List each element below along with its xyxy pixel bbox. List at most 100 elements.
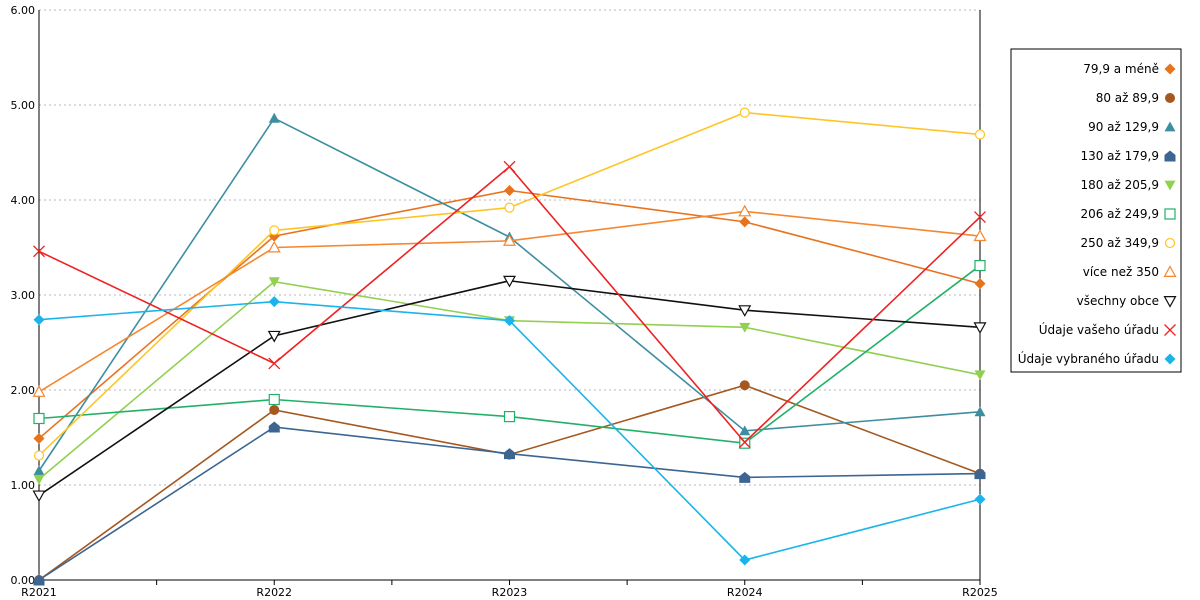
legend: 79,9 a méně 80 až 89,9 90 až 129,9 130 až 1…	[1010, 48, 1182, 373]
data-point	[268, 277, 280, 288]
y-tick-label: 2.00	[11, 384, 36, 397]
legend-item: Údaje vašeho úřadu	[1039, 322, 1176, 337]
y-tick-label: 4.00	[11, 194, 36, 207]
legend-item: 180 až 205,9	[1080, 178, 1176, 192]
data-point	[738, 204, 752, 217]
legend-marker	[1163, 265, 1177, 277]
data-point	[267, 240, 281, 253]
legend-label: všechny obce	[1077, 294, 1159, 308]
legend-label: 180 až 205,9	[1080, 178, 1159, 192]
data-point	[504, 315, 515, 327]
data-point	[32, 385, 46, 397]
legend-item: 206 až 249,9	[1080, 207, 1176, 221]
data-point	[33, 432, 45, 444]
y-axis-ticks: 0.00 1.00 2.00 3.00 4.00 5.00 6.00	[11, 4, 36, 587]
legend-marker	[1164, 237, 1176, 249]
x-tick-label: R2023	[492, 586, 528, 599]
legend-label: 80 až 89,9	[1096, 91, 1159, 105]
legend-marker	[1164, 121, 1176, 132]
legend-label: 130 až 179,9	[1080, 149, 1159, 163]
series-1	[33, 185, 986, 444]
data-point	[974, 493, 986, 505]
data-point	[502, 234, 517, 246]
data-point	[504, 202, 515, 213]
legend-label: Údaje vašeho úřadu	[1039, 322, 1159, 337]
data-point	[33, 245, 45, 258]
data-point	[738, 305, 752, 317]
data-point	[267, 330, 281, 343]
series-9	[32, 275, 987, 503]
legend-item: Údaje vybraného úřadu	[1018, 351, 1176, 366]
legend-item: 90 až 129,9	[1088, 120, 1176, 134]
data-point	[974, 370, 986, 381]
data-point	[32, 490, 46, 503]
data-point	[33, 465, 45, 476]
y-tick-label: 1.00	[11, 479, 36, 492]
legend-box	[1010, 48, 1182, 373]
series-11	[33, 296, 986, 566]
legend-marker	[1164, 208, 1176, 220]
data-point	[739, 107, 750, 118]
data-point	[502, 275, 517, 288]
data-point	[269, 404, 280, 415]
series-4	[33, 421, 986, 586]
data-point	[33, 314, 45, 326]
y-tick-label: 6.00	[11, 4, 36, 17]
series-10	[33, 160, 986, 449]
legend-item: 130 až 179,9	[1080, 149, 1176, 163]
data-point	[973, 322, 987, 335]
data-point	[33, 574, 45, 586]
data-point	[739, 554, 751, 566]
data-point	[33, 474, 45, 485]
data-point	[504, 185, 515, 196]
data-point	[739, 380, 750, 391]
x-tick-label: R2022	[256, 586, 292, 599]
y-tick-label: 0.00	[11, 574, 36, 587]
series-7	[33, 107, 986, 461]
data-point	[268, 357, 281, 370]
series-8	[32, 204, 987, 397]
data-point	[974, 278, 986, 290]
data-point	[268, 112, 280, 123]
legend-item: 250 až 349,9	[1080, 236, 1176, 250]
series-line	[38, 189, 981, 440]
series-group	[32, 107, 987, 586]
x-tick-label: R2024	[727, 586, 763, 599]
legend-item: 79,9 a méně	[1083, 62, 1176, 76]
series-6	[33, 259, 986, 449]
data-point	[268, 393, 280, 406]
data-point	[739, 471, 751, 483]
data-point	[974, 406, 986, 417]
legend-item: 80 až 89,9	[1096, 91, 1175, 105]
legend-item: více než 350	[1083, 265, 1177, 279]
data-point	[974, 259, 986, 272]
legend-marker	[1164, 150, 1176, 162]
y-tick-label: 5.00	[11, 99, 36, 112]
x-axis-ticks: R2021 R2022 R2023 R2024 R2025	[21, 580, 998, 599]
data-point	[268, 296, 280, 308]
data-point	[739, 322, 751, 333]
legend-marker	[1165, 93, 1175, 103]
data-point	[504, 448, 515, 460]
data-point	[739, 425, 751, 436]
legend-marker	[1163, 296, 1177, 308]
data-point	[269, 225, 280, 236]
data-point	[739, 216, 751, 228]
data-point	[974, 129, 986, 140]
x-tick-label: R2025	[962, 586, 998, 599]
data-point	[738, 436, 751, 449]
x-tick-label: R2021	[21, 586, 57, 599]
legend-label: více než 350	[1083, 265, 1159, 279]
data-point	[33, 450, 45, 461]
legend-label: 206 až 249,9	[1080, 207, 1159, 221]
data-point	[973, 229, 987, 242]
series-2	[34, 380, 985, 585]
legend-label: Údaje vybraného úřadu	[1018, 351, 1159, 366]
legend-label: 250 až 349,9	[1080, 236, 1159, 250]
y-tick-label: 3.00	[11, 289, 36, 302]
data-point	[503, 160, 516, 173]
data-point	[974, 468, 986, 480]
legend-label: 90 až 129,9	[1088, 120, 1159, 134]
data-point	[268, 421, 280, 433]
